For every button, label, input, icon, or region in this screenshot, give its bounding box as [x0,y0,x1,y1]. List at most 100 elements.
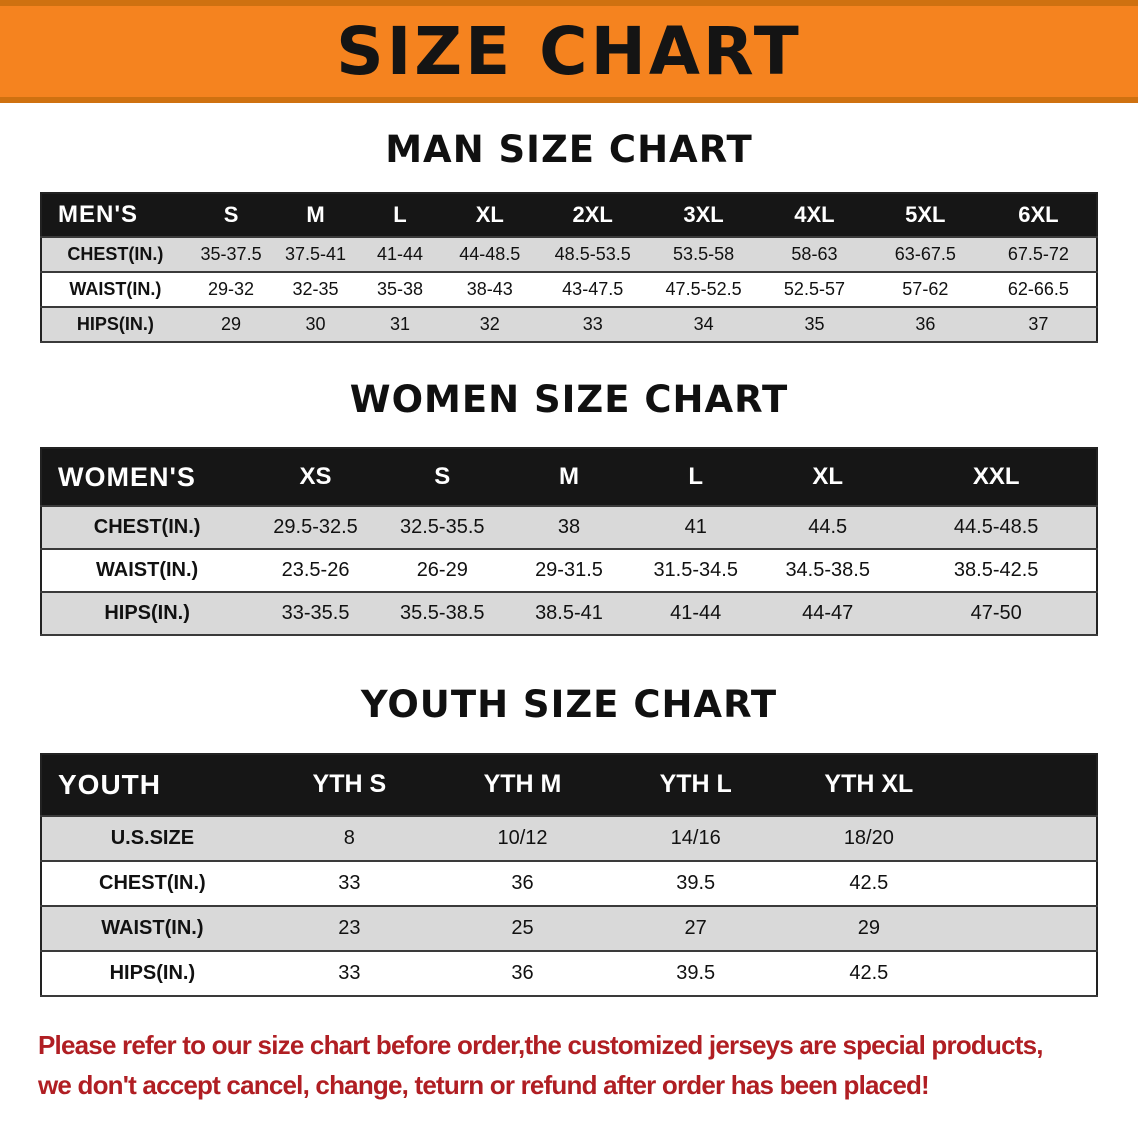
table-row: U.S.SIZE 8 10/12 14/16 18/20 [41,815,1097,861]
size-column-header: M [558,463,579,491]
size-value-cell: 38-43 [466,278,513,299]
size-value-cell: 37 [1028,313,1049,334]
women-section-heading: WOMEN SIZE CHART [349,377,789,421]
size-value-cell: 32.5-35.5 [400,516,485,539]
size-value-cell: 31 [389,313,411,334]
size-value-cell: 31.5-34.5 [653,559,738,582]
size-value-cell: 32 [479,313,500,334]
table-row: HIPS(IN.) 33 36 39.5 42.5 [41,950,1097,996]
table-row: WAIST(IN.) 23 25 27 29 [41,905,1097,951]
table-row: WAIST(IN.) 29-32 32-35 35-38 38-43 43-47… [41,271,1097,307]
row-label: HIPS(IN.) [104,602,190,625]
size-value-cell: 43-47.5 [562,278,624,299]
table-row: WAIST(IN.) 23.5-26 26-29 29-31.5 31.5-34… [41,549,1097,593]
size-column-header: 2XL [572,201,613,227]
size-column-header: S [434,463,451,491]
size-column-header: XS [299,463,332,491]
size-value-cell: 36 [915,313,936,334]
row-label: CHEST(IN.) [67,243,164,264]
table-row: HIPS(IN.) 29 30 31 32 33 34 35 36 37 [41,306,1097,342]
size-chart-banner: SIZE CHART [0,0,1138,103]
size-column-header: M [306,201,325,227]
size-value-cell: 57-62 [902,278,949,299]
size-value-cell: 33 [338,961,361,984]
size-value-cell: 33-35.5 [281,602,350,625]
size-value-cell: 41 [684,516,707,539]
size-value-cell: 8 [343,826,355,849]
size-value-cell: 35-37.5 [200,243,262,264]
size-value-cell: 35-38 [376,278,424,299]
size-value-cell: 29-31.5 [535,559,603,582]
size-column-header: YTH XL [824,770,914,799]
size-value-cell: 67.5-72 [1007,243,1069,264]
size-value-cell: 41-44 [670,602,722,625]
table-row: CHEST(IN.) 29.5-32.5 32.5-35.5 38 41 44.… [41,506,1097,550]
size-value-cell: 38.5-41 [535,602,603,625]
youth-section-heading: YOUTH SIZE CHART [360,683,778,727]
size-value-cell: 62-66.5 [1007,278,1069,299]
disclaimer-line-2: we don't accept cancel, change, teturn o… [38,1069,930,1100]
men-size-table: MEN'S S M L XL 2XL 3XL 4XL 5XL 6XL CHEST… [40,191,1098,343]
size-value-cell: 36 [511,871,534,894]
size-value-cell: 29 [857,916,880,939]
women-table-corner-label: WOMEN'S [58,461,196,492]
size-value-cell: 37.5-41 [285,243,347,264]
size-column-header: YTH S [312,770,387,799]
table-header-row: MEN'S S M L XL 2XL 3XL 4XL 5XL 6XL [41,192,1097,237]
size-value-cell: 44-48.5 [459,243,521,264]
table-header-row: WOMEN'S XS S M L XL XXL [41,448,1097,507]
size-value-cell: 44.5-48.5 [953,516,1039,539]
size-value-cell: 42.5 [849,871,889,894]
youth-table-corner-label: YOUTH [58,768,161,800]
table-row: CHEST(IN.) 35-37.5 37.5-41 41-44 44-48.5… [41,236,1097,272]
size-value-cell: 34.5-38.5 [785,559,870,582]
size-value-cell: 39.5 [676,961,716,984]
size-column-header: XL [812,463,844,491]
size-value-cell: 10/12 [497,826,548,849]
disclaimer-text: Please refer to our size chart before or… [38,1025,1102,1106]
size-column-header: L [393,201,407,227]
size-value-cell: 27 [684,916,707,939]
row-label: WAIST(IN.) [95,559,199,582]
size-value-cell: 30 [305,313,326,334]
size-value-cell: 23 [338,916,361,939]
size-value-cell: 52.5-57 [783,278,845,299]
size-column-header: 4XL [794,201,835,227]
size-value-cell: 29.5-32.5 [273,516,358,539]
size-value-cell: 32-35 [292,278,339,299]
size-value-cell: 34 [693,313,714,334]
men-table-corner-label: MEN'S [58,200,139,228]
size-chart-title: SIZE CHART [336,12,802,90]
size-value-cell: 39.5 [676,871,716,894]
size-value-cell: 47-50 [970,602,1022,625]
men-section-heading: MAN SIZE CHART [385,128,753,171]
size-column-header: XXL [972,463,1020,491]
row-label: CHEST(IN.) [99,871,206,894]
size-value-cell: 33 [338,871,361,894]
size-value-cell: 44.5 [808,516,848,539]
disclaimer-line-1: Please refer to our size chart before or… [38,1029,1043,1060]
size-value-cell: 18/20 [843,826,894,849]
size-value-cell: 35.5-38.5 [400,602,485,625]
size-value-cell: 26-29 [416,559,468,582]
filler-cell [955,754,1097,816]
size-column-header: YTH L [659,770,732,799]
youth-size-table: YOUTH YTH S YTH M YTH L YTH XL U.S.SIZE … [40,752,1098,997]
size-value-cell: 58-63 [791,243,838,264]
row-label: U.S.SIZE [110,826,195,849]
table-header-row: YOUTH YTH S YTH M YTH L YTH XL [41,753,1097,816]
size-column-header: L [688,463,704,491]
size-value-cell: 35 [804,313,825,334]
size-value-cell: 29 [221,313,242,334]
size-column-header: S [223,201,239,227]
size-column-header: 5XL [905,201,946,227]
size-value-cell: 41-44 [376,243,424,264]
row-label: CHEST(IN.) [93,516,201,539]
size-value-cell: 38.5-42.5 [953,559,1039,582]
row-label: WAIST(IN.) [69,278,162,299]
size-value-cell: 38 [557,516,581,539]
filler-cell [955,816,1097,861]
table-row: CHEST(IN.) 33 36 39.5 42.5 [41,860,1097,906]
women-size-table: WOMEN'S XS S M L XL XXL CHEST(IN.) 29.5-… [40,447,1098,637]
size-value-cell: 23.5-26 [281,559,350,582]
